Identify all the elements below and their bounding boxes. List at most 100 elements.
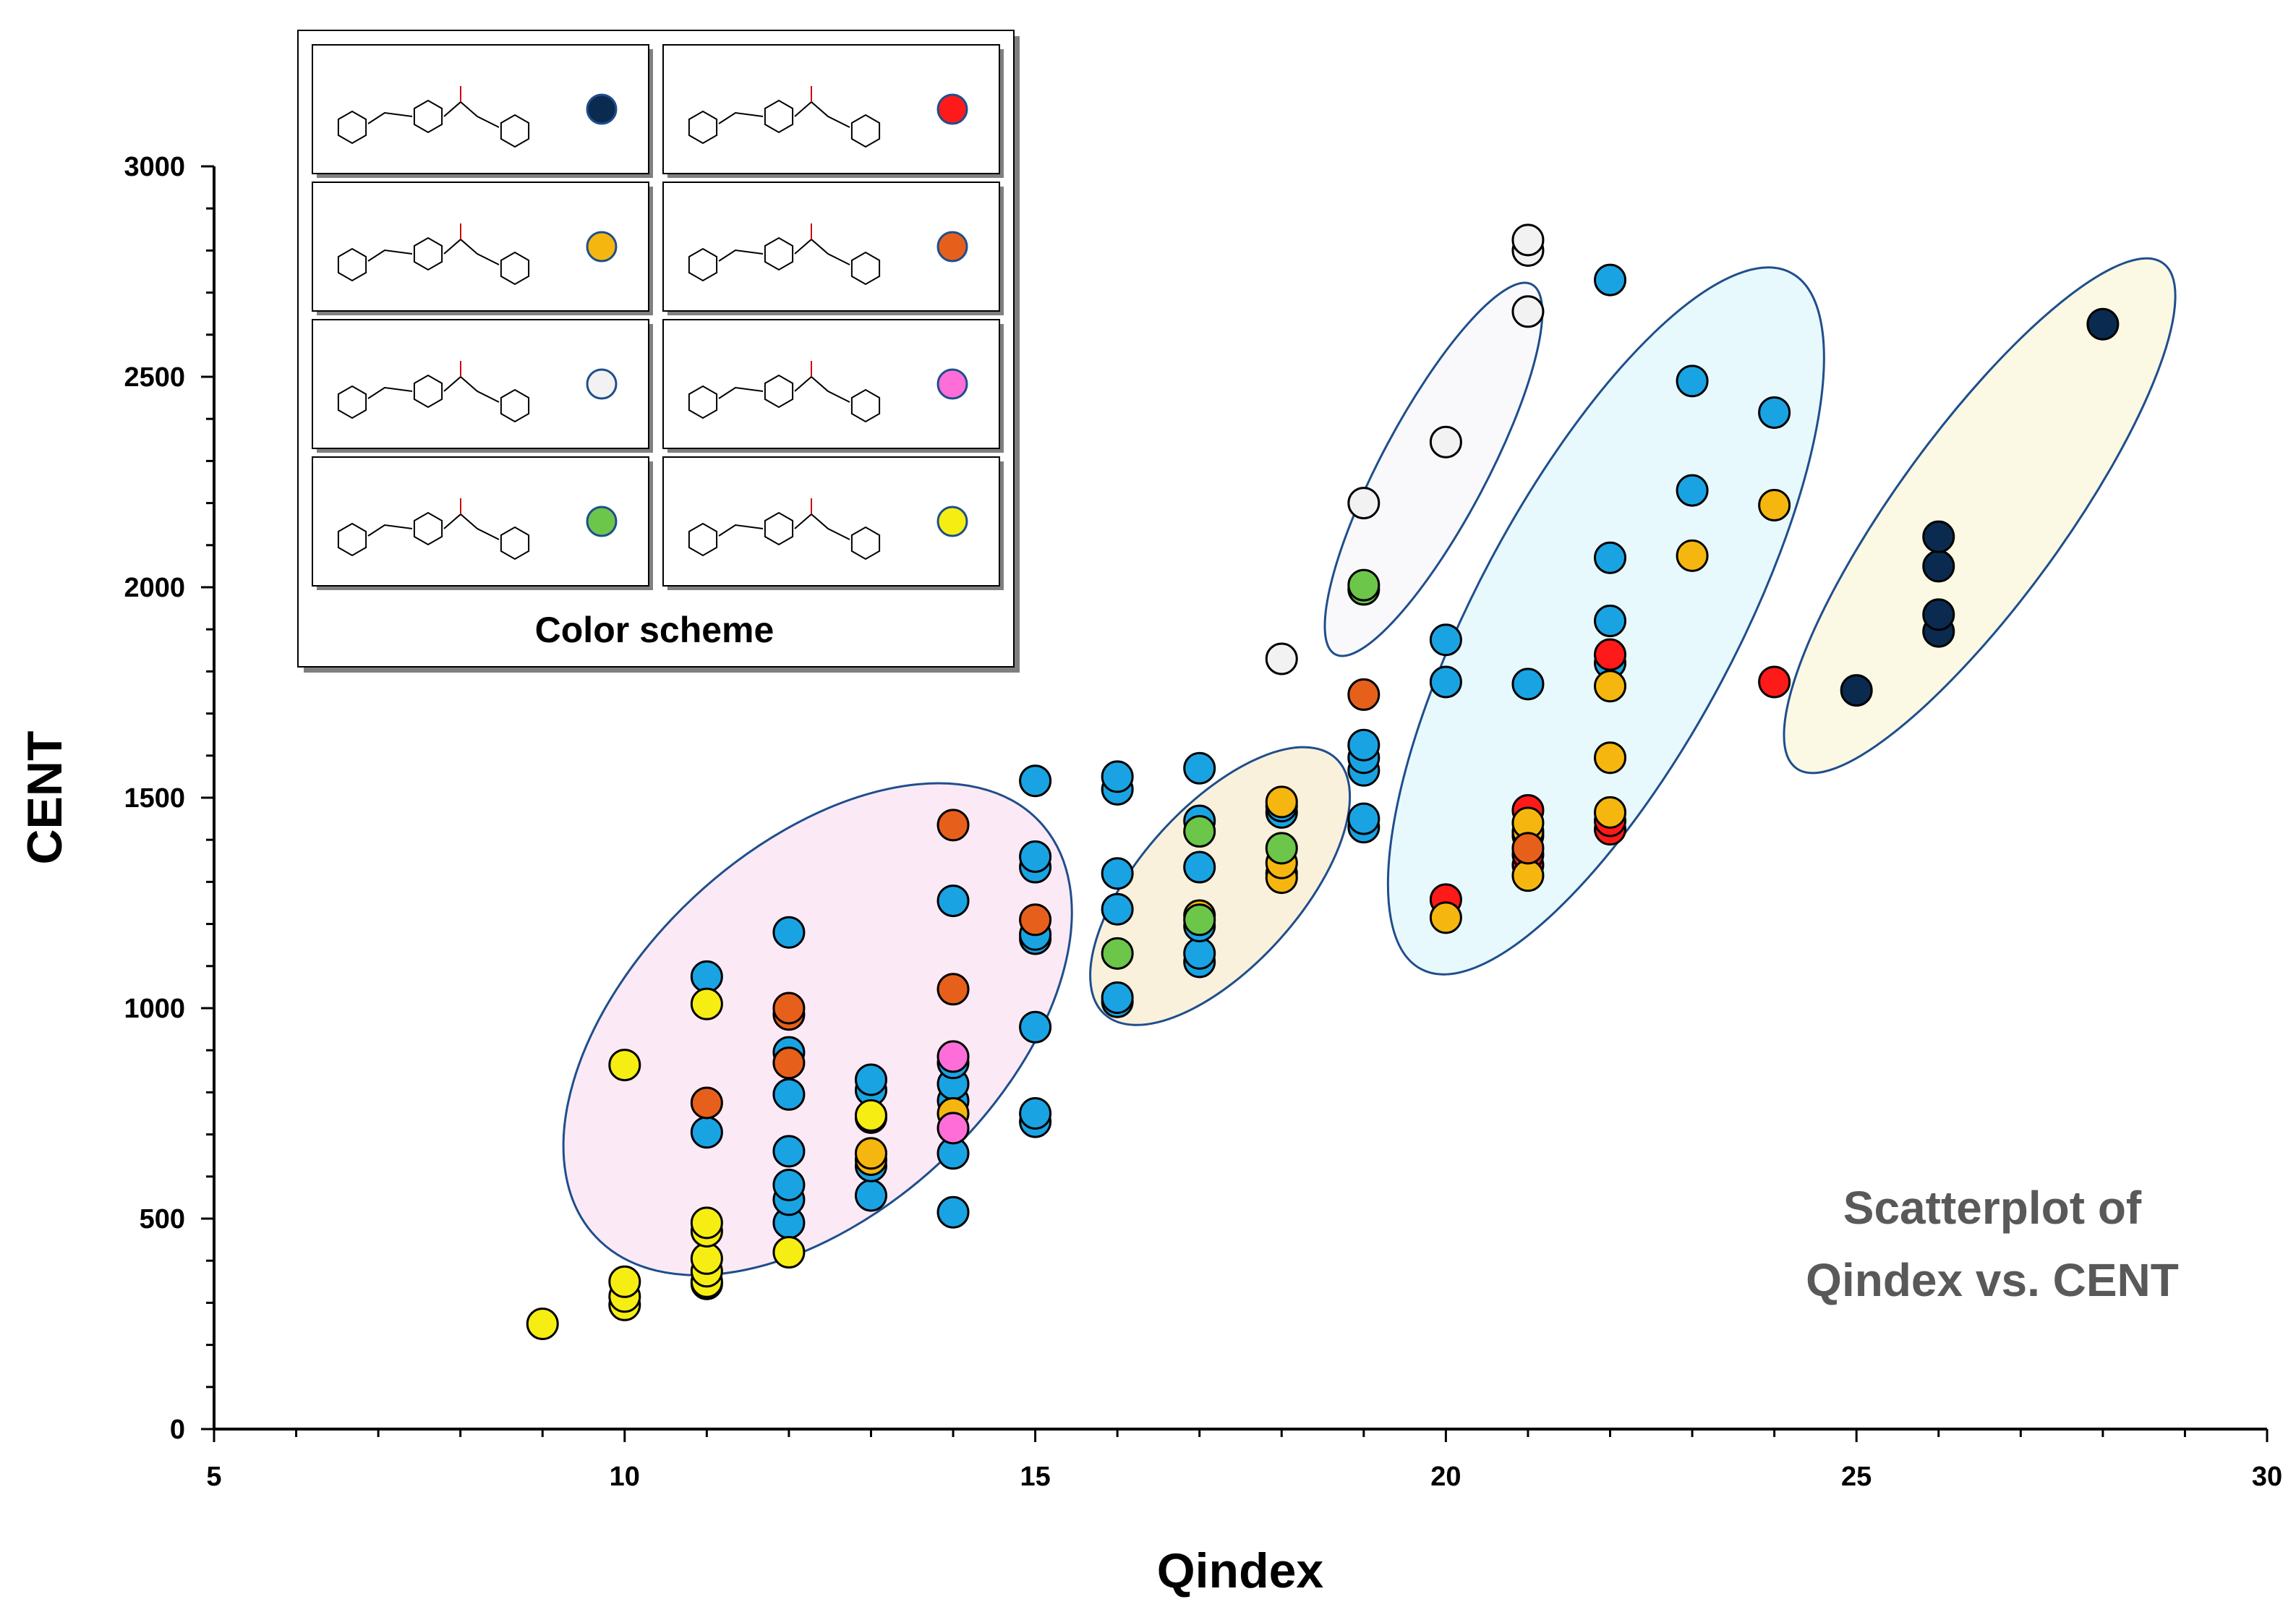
data-point: [1183, 937, 1216, 970]
data-point: [1594, 541, 1627, 574]
data-point: [1101, 892, 1134, 926]
data-point: [690, 1116, 723, 1149]
chemical-structure: [337, 361, 530, 423]
legend-swatch: [586, 93, 618, 125]
data-point: [1922, 520, 1955, 553]
data-point: [1511, 295, 1545, 328]
data-point: [1347, 802, 1380, 835]
legend-swatch: [936, 93, 968, 125]
data-point: [1594, 263, 1627, 297]
legend-swatch: [936, 231, 968, 263]
legend-swatch: [586, 231, 618, 263]
data-point: [936, 884, 970, 918]
data-point: [1183, 815, 1216, 848]
data-point: [772, 1078, 806, 1111]
data-point: [1019, 1097, 1052, 1130]
data-point: [1265, 832, 1298, 865]
cluster-ellipse-pink: [562, 782, 1073, 1276]
legend-swatch: [936, 368, 968, 400]
chemical-structure: [688, 361, 881, 423]
data-point: [2086, 307, 2120, 341]
data-point: [1183, 903, 1216, 937]
data-point: [1347, 487, 1380, 520]
legend-entry: [312, 456, 653, 590]
data-point: [1019, 764, 1052, 798]
data-point: [608, 1265, 641, 1298]
y-tick-label: 500: [140, 1204, 185, 1235]
y-tick-label: 2500: [124, 362, 185, 393]
data-point: [772, 1168, 806, 1201]
data-point: [772, 1046, 806, 1080]
data-point: [1347, 568, 1380, 602]
data-point: [854, 1099, 887, 1132]
legend-swatch: [586, 368, 618, 400]
data-point: [1840, 674, 1873, 707]
data-point: [1922, 550, 1955, 583]
x-axis-ticks: 5 10 15 20 25 30: [206, 1429, 2282, 1492]
data-point: [1347, 678, 1380, 711]
legend-entry: [312, 319, 653, 453]
data-point: [936, 973, 970, 1006]
data-point: [1511, 223, 1545, 257]
chemical-structure: [337, 223, 530, 286]
data-point: [1429, 901, 1462, 934]
legend-entry: [662, 319, 1004, 453]
data-point: [1676, 474, 1709, 507]
data-point: [1265, 785, 1298, 819]
data-point: [690, 960, 723, 993]
data-point: [1758, 665, 1791, 699]
data-point: [1265, 642, 1298, 675]
annotation-line-1: Scatterplot of: [1843, 1182, 2142, 1234]
data-point: [1429, 665, 1462, 699]
data-point: [1676, 364, 1709, 398]
data-point: [1511, 668, 1545, 701]
data-point: [1429, 425, 1462, 459]
data-point: [936, 1195, 970, 1229]
x-axis-title: Qindex: [1157, 1543, 1324, 1598]
x-tick-label: 30: [2252, 1462, 2282, 1492]
data-point: [1347, 728, 1380, 762]
data-point: [854, 1137, 887, 1170]
data-point: [1594, 638, 1627, 671]
data-point: [1511, 859, 1545, 892]
data-point: [772, 1135, 806, 1168]
data-point: [690, 1242, 723, 1275]
data-point: [690, 987, 723, 1020]
y-axis-title: CENT: [17, 730, 72, 864]
legend-entry: [312, 182, 653, 315]
y-tick-label: 3000: [124, 152, 185, 182]
data-point: [1101, 760, 1134, 793]
y-axis-ticks: 0 500 1000 1500 2000 2500 3000: [124, 152, 214, 1445]
y-tick-label: 0: [170, 1415, 185, 1445]
chart-annotation: Scatterplot of Qindex vs. CENT: [1806, 1182, 2179, 1306]
data-point: [1594, 796, 1627, 829]
annotation-line-2: Qindex vs. CENT: [1806, 1254, 2179, 1306]
y-tick-label: 1000: [124, 994, 185, 1024]
legend-entry: [662, 456, 1004, 590]
x-tick-label: 15: [1020, 1462, 1050, 1492]
data-point: [1019, 1010, 1052, 1044]
data-point: [772, 1236, 806, 1269]
x-tick-label: 25: [1841, 1462, 1872, 1492]
chemical-structure: [688, 223, 881, 286]
cluster-ellipse-white: [1323, 281, 1544, 657]
data-point: [936, 1040, 970, 1073]
data-point: [1594, 741, 1627, 775]
chemical-structure: [688, 498, 881, 560]
y-tick-label: 1500: [124, 783, 185, 814]
data-point: [854, 1179, 887, 1212]
data-point: [1594, 605, 1627, 638]
cluster-ellipse-peach: [1089, 746, 1352, 1026]
data-point: [1019, 903, 1052, 937]
legend-title: Color scheme: [535, 610, 774, 650]
data-point: [1511, 832, 1545, 865]
chemical-structure: [337, 86, 530, 148]
data-points: [526, 223, 2120, 1340]
data-point: [1183, 850, 1216, 884]
legend-entry: [312, 44, 653, 178]
data-point: [772, 992, 806, 1025]
data-point: [1101, 937, 1134, 970]
data-point: [1594, 670, 1627, 703]
x-tick-label: 10: [610, 1462, 640, 1492]
